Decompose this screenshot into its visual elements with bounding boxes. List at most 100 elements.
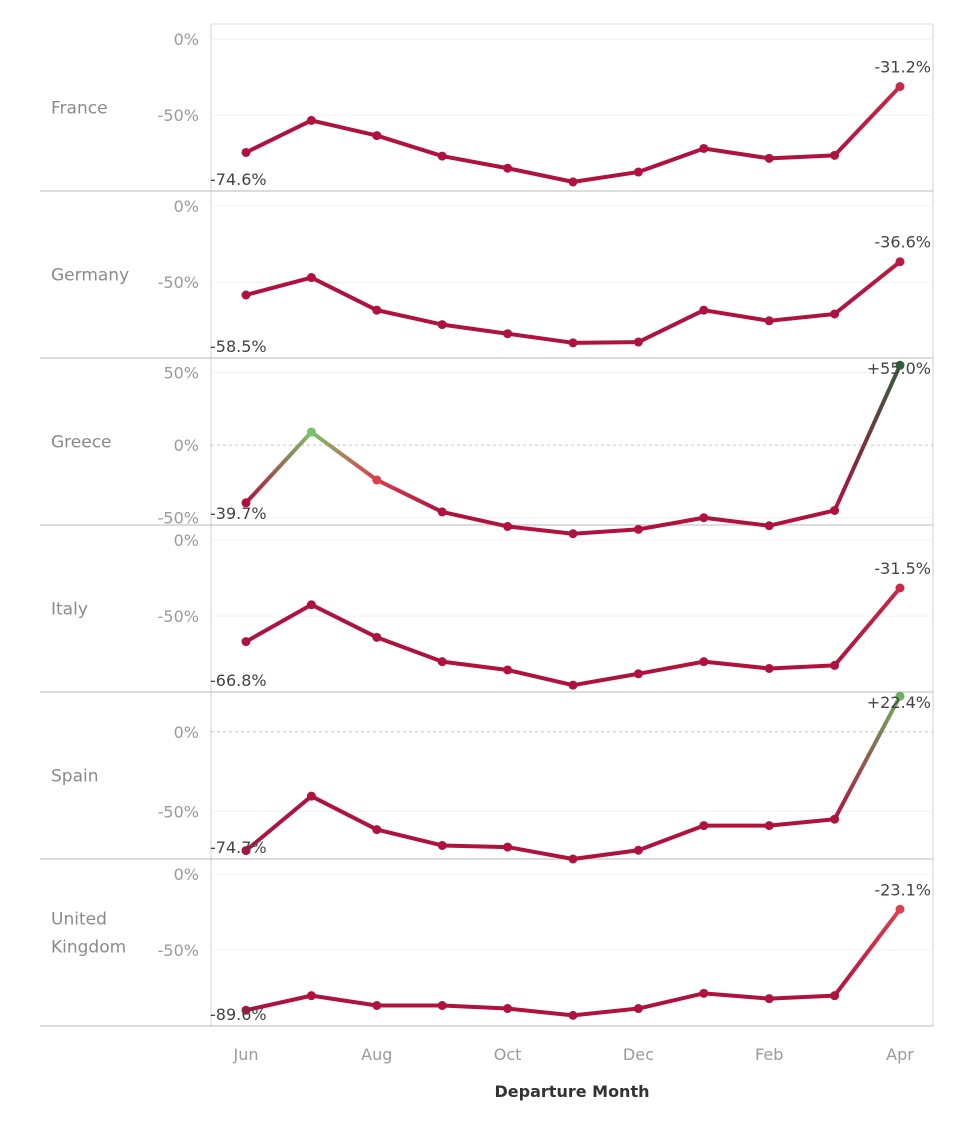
series-line-segment — [244, 794, 314, 853]
series-line-segment — [701, 146, 772, 161]
series-line-segment — [571, 848, 641, 861]
data-point — [568, 854, 578, 864]
x-tick-label: Oct — [494, 1045, 522, 1064]
series-line-segment — [571, 170, 641, 184]
data-point — [895, 257, 905, 267]
series-line-segment — [701, 659, 772, 671]
data-point — [503, 521, 513, 531]
data-point — [830, 309, 840, 319]
end-value-label: -36.6% — [874, 233, 931, 252]
series-line-segment — [244, 275, 314, 297]
data-point — [568, 177, 578, 187]
panel-greece: 50% 0% -50% Greece -39.7% +55.0% — [40, 359, 933, 539]
y-tick-label: -50% — [158, 802, 199, 821]
series-line-segment — [767, 817, 837, 828]
series-line-segment — [440, 843, 510, 850]
data-point — [633, 669, 643, 679]
data-point — [437, 840, 447, 850]
series-line-segment — [701, 991, 772, 1001]
panel-spain: 0% -50% Spain -74.7% +22.4% — [40, 691, 933, 864]
series-line-segment — [440, 509, 510, 529]
series-line-segment — [636, 515, 706, 532]
data-point — [699, 821, 709, 831]
data-point — [437, 507, 447, 517]
data-point — [699, 143, 709, 153]
end-value-label: -31.5% — [874, 559, 931, 578]
series-line-segment — [832, 84, 902, 158]
data-point — [764, 663, 774, 673]
y-tick-label: -50% — [158, 941, 199, 960]
data-point — [241, 147, 251, 157]
y-tick-label: -50% — [158, 509, 199, 528]
country-label: Italy — [51, 600, 88, 620]
y-tick-label: 50% — [163, 364, 199, 383]
y-tick-label: 0% — [174, 865, 199, 884]
series-line-segment — [636, 308, 706, 345]
country-label: United — [51, 910, 107, 930]
series-line-segment — [636, 659, 706, 676]
start-value-label: -39.7% — [210, 504, 267, 523]
data-point — [241, 1005, 251, 1015]
data-point — [241, 637, 251, 647]
series-line-segment — [832, 586, 902, 668]
data-point — [306, 600, 316, 610]
country-label: Kingdom — [51, 938, 126, 958]
data-point — [895, 583, 905, 593]
data-point — [633, 845, 643, 855]
data-point — [568, 680, 578, 690]
data-point — [895, 691, 905, 701]
x-axis-title: Departure Month — [495, 1082, 650, 1101]
data-point — [895, 360, 905, 370]
data-point — [895, 82, 905, 92]
country-label: Spain — [51, 767, 99, 787]
series-line-segment — [309, 993, 379, 1008]
data-point — [895, 904, 905, 914]
data-point — [306, 991, 316, 1001]
data-point — [306, 427, 316, 437]
panel-germany: 0% -50% Germany -58.5% -36.6% — [40, 197, 933, 359]
series-line-segment — [244, 118, 314, 155]
series-line-segment — [505, 166, 575, 184]
data-point — [830, 814, 840, 824]
data-point — [568, 529, 578, 539]
data-point — [699, 657, 709, 667]
start-value-label: -58.5% — [210, 337, 267, 356]
end-value-label: +22.4% — [867, 693, 931, 712]
y-tick-label: 0% — [174, 436, 199, 455]
y-tick-label: -50% — [158, 106, 199, 125]
end-value-label: -23.1% — [874, 880, 931, 899]
data-point — [437, 1001, 447, 1011]
data-point — [372, 305, 382, 315]
data-point — [764, 821, 774, 831]
series-line-segment — [832, 694, 902, 822]
series-line-segment — [309, 275, 379, 313]
x-axis: Jun Aug Oct Dec Feb Apr — [233, 1045, 915, 1064]
x-tick-label: Aug — [361, 1045, 392, 1064]
data-point — [633, 337, 643, 347]
start-value-label: -74.7% — [210, 838, 267, 857]
y-tick-label: 0% — [174, 723, 199, 742]
series-line-segment — [374, 133, 445, 159]
series-line-segment — [505, 331, 575, 345]
start-value-label: -74.6% — [210, 170, 267, 189]
data-point — [503, 842, 513, 852]
series-line-segment — [440, 659, 510, 672]
data-point — [699, 513, 709, 523]
series-line-segment — [440, 154, 510, 171]
series-line-segment — [636, 146, 706, 175]
data-point — [699, 988, 709, 998]
data-point — [241, 498, 251, 508]
series-line-segment — [767, 153, 837, 161]
series-line-segment — [244, 430, 314, 505]
y-tick-label: -50% — [158, 607, 199, 626]
x-tick-label: Apr — [886, 1045, 914, 1064]
data-point — [503, 329, 513, 339]
series-line-segment — [374, 477, 445, 514]
series-line-segment — [505, 524, 575, 536]
data-point — [306, 115, 316, 125]
panel-italy: 0% -50% Italy -66.8% -31.5% — [40, 531, 933, 693]
data-point — [372, 131, 382, 141]
series-line-segment — [440, 1003, 510, 1011]
end-value-label: +55.0% — [867, 359, 931, 378]
series-line-segment — [832, 259, 902, 316]
